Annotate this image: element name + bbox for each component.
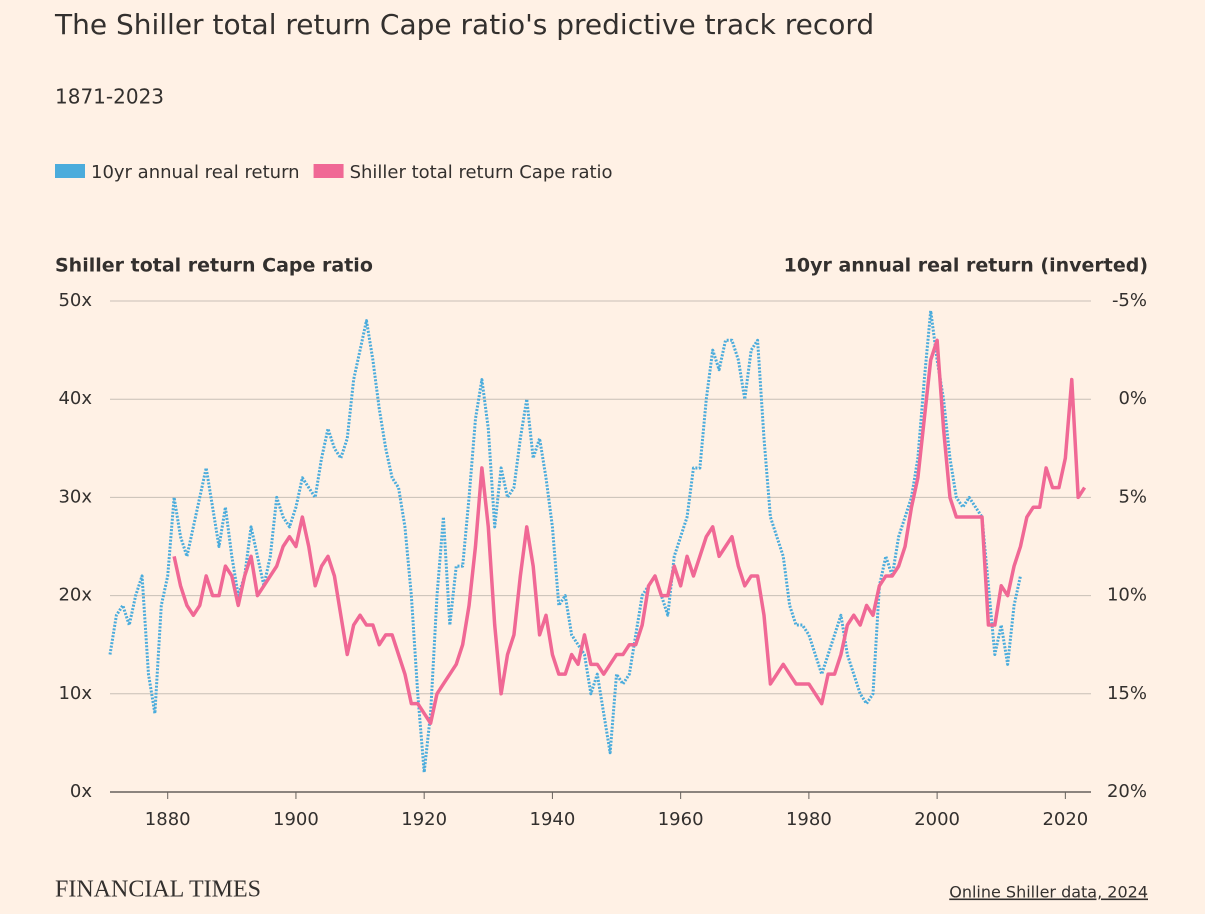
series-line xyxy=(172,338,1087,726)
x-tick-label: 1880 xyxy=(145,809,191,830)
x-tick-label: 1960 xyxy=(658,809,704,830)
y2-tick-label: 0% xyxy=(1118,388,1147,409)
x-tick-label: 1980 xyxy=(786,809,832,830)
legend-swatch xyxy=(55,164,85,178)
y-tick-label: 10x xyxy=(58,683,92,704)
y2-tick-label: 5% xyxy=(1118,486,1147,507)
y2-tick-label: 15% xyxy=(1107,683,1147,704)
legend-swatch xyxy=(313,164,344,178)
y2-axis-title: 10yr annual real return (inverted) xyxy=(784,255,1148,277)
y-tick-label: 30x xyxy=(58,486,92,507)
y-tick-label: 40x xyxy=(58,388,92,409)
y-axis-title: Shiller total return Cape ratio xyxy=(55,255,373,277)
x-tick-label: 2000 xyxy=(914,809,960,830)
source: Online Shiller data, 2024 xyxy=(949,883,1148,902)
chart-subtitle: 1871-2023 xyxy=(55,85,164,109)
x-tick-label: 2020 xyxy=(1042,809,1088,830)
y2-tick-label: -5% xyxy=(1112,290,1147,311)
brand: FINANCIAL TIMES xyxy=(55,877,261,903)
x-tick-label: 1940 xyxy=(530,809,576,830)
y2-tick-label: 20% xyxy=(1107,781,1147,802)
y2-tick-label: 10% xyxy=(1107,585,1147,606)
legend-label: Shiller total return Cape ratio xyxy=(350,162,613,183)
series-line xyxy=(108,309,1022,774)
chart-title: The Shiller total return Cape ratio's pr… xyxy=(54,8,874,41)
x-tick-label: 1900 xyxy=(273,809,319,830)
x-tick-label: 1920 xyxy=(401,809,447,830)
legend-label: 10yr annual real return xyxy=(91,162,300,183)
y-tick-label: 0x xyxy=(70,781,92,802)
y-tick-label: 20x xyxy=(58,585,92,606)
y-tick-label: 50x xyxy=(58,290,92,311)
